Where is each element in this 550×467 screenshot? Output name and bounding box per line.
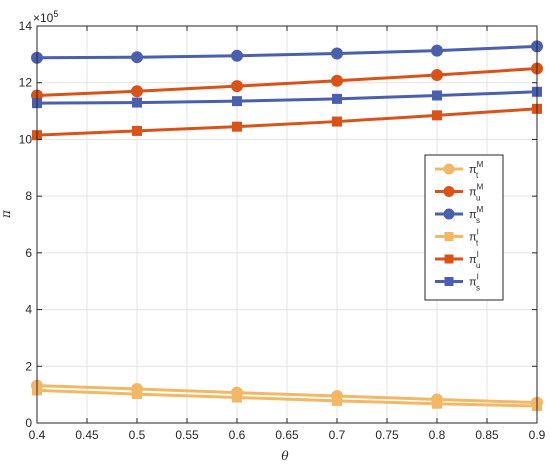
- legend-superscript: I: [477, 228, 479, 237]
- legend-symbol: π: [469, 187, 477, 199]
- legend-label: πM s: [469, 205, 484, 225]
- data-point: [231, 80, 243, 93]
- legend-superscript: M: [477, 183, 484, 192]
- series-line: [36, 107, 538, 137]
- data-point: [432, 398, 442, 409]
- legend-item: πM t: [435, 160, 484, 180]
- data-point: [132, 125, 142, 136]
- legend: πM tπM uπM sπI tπI uπI s: [424, 154, 504, 301]
- legend-marker: [444, 254, 454, 264]
- legend-label: πI u: [469, 250, 480, 270]
- legend-marker: [443, 208, 455, 220]
- legend-superscript: M: [477, 205, 484, 214]
- y-tick-label: 14: [19, 19, 33, 33]
- y-tick-label: 12: [19, 76, 33, 90]
- y-tick-label: 0: [25, 416, 32, 430]
- legend-marker: [444, 232, 454, 241]
- data-point: [131, 51, 143, 64]
- data-point: [332, 116, 342, 127]
- y-tick-label: 6: [25, 246, 32, 260]
- legend-superscript: I: [477, 273, 479, 282]
- series-line: [36, 67, 538, 97]
- data-point: [131, 85, 143, 98]
- y-multiplier: ×105: [33, 9, 58, 25]
- data-point: [232, 96, 242, 107]
- series-line: [36, 90, 538, 105]
- data-point: [132, 97, 142, 108]
- legend-label: πM t: [469, 160, 484, 180]
- x-tick-label: 0.7: [329, 428, 346, 442]
- data-point: [231, 49, 243, 62]
- data-point: [132, 389, 142, 400]
- x-tick-label: 0.5: [129, 428, 146, 442]
- data-point: [332, 395, 342, 406]
- series-line: [36, 44, 538, 60]
- series-line: [36, 384, 538, 405]
- legend-marker: [444, 277, 454, 286]
- y-tick-label: 2: [25, 359, 32, 373]
- legend-symbol: π: [469, 164, 477, 176]
- legend-item: πI s: [435, 273, 480, 293]
- data-point: [331, 47, 343, 60]
- series-line: [36, 388, 538, 408]
- legend-symbol: π: [469, 209, 477, 221]
- legend-label: πM u: [469, 183, 484, 203]
- data-point: [431, 44, 443, 57]
- legend-item: πM s: [435, 205, 484, 225]
- data-point: [432, 90, 442, 101]
- y-tick-label: 4: [25, 303, 32, 317]
- data-point: [331, 74, 343, 87]
- series-layer: [31, 40, 543, 411]
- legend-box: [424, 154, 504, 301]
- legend-marker: [443, 186, 455, 197]
- legend-subscript: s: [476, 284, 480, 293]
- legend-subscript: u: [476, 194, 480, 203]
- legend-label: πI s: [469, 273, 480, 293]
- legend-subscript: t: [476, 171, 479, 180]
- series-t-I: [32, 385, 542, 411]
- x-tick-label: 0.8: [429, 428, 446, 442]
- legend-subscript: t: [476, 239, 479, 248]
- legend-symbol: π: [469, 254, 477, 266]
- x-tick-label: 0.85: [475, 428, 499, 442]
- y-tick-label: 8: [25, 189, 32, 203]
- y-multiplier-base: ×10: [33, 11, 54, 25]
- x-tick-label: 0.9: [529, 428, 546, 442]
- data-point: [431, 69, 443, 82]
- legend-superscript: I: [477, 250, 479, 259]
- legend-label: πI t: [469, 228, 479, 248]
- y-multiplier-exponent: 5: [53, 9, 58, 19]
- x-tick-label: 0.55: [175, 428, 199, 442]
- x-tick-label: 0.45: [75, 428, 99, 442]
- x-tick-label: 0.6: [229, 428, 246, 442]
- y-tick-label: 10: [19, 132, 33, 146]
- x-axis-label: θ: [281, 449, 289, 463]
- legend-symbol: π: [469, 232, 477, 244]
- data-point: [232, 392, 242, 403]
- legend-item: πM u: [435, 183, 484, 203]
- x-tick-label: 0.65: [275, 428, 299, 442]
- legend-superscript: M: [477, 160, 484, 169]
- x-tick-label: 0.75: [375, 428, 399, 442]
- legend-subscript: s: [476, 216, 480, 225]
- legend-item: πI t: [435, 228, 479, 248]
- data-point: [232, 121, 242, 132]
- x-tick-label: 0.4: [29, 428, 46, 442]
- data-point: [332, 93, 342, 104]
- ticks: 0.4 0.45 0.5 0.55 0.6 0.65 0.7 0.75 0.8 0.85 0.9 0 2…: [19, 19, 546, 442]
- legend-item: πI u: [435, 250, 480, 270]
- data-point: [432, 110, 442, 121]
- legend-subscript: u: [476, 261, 480, 270]
- legend-symbol: π: [469, 277, 477, 289]
- y-axis-label: π: [0, 209, 13, 219]
- legend-marker: [443, 163, 455, 175]
